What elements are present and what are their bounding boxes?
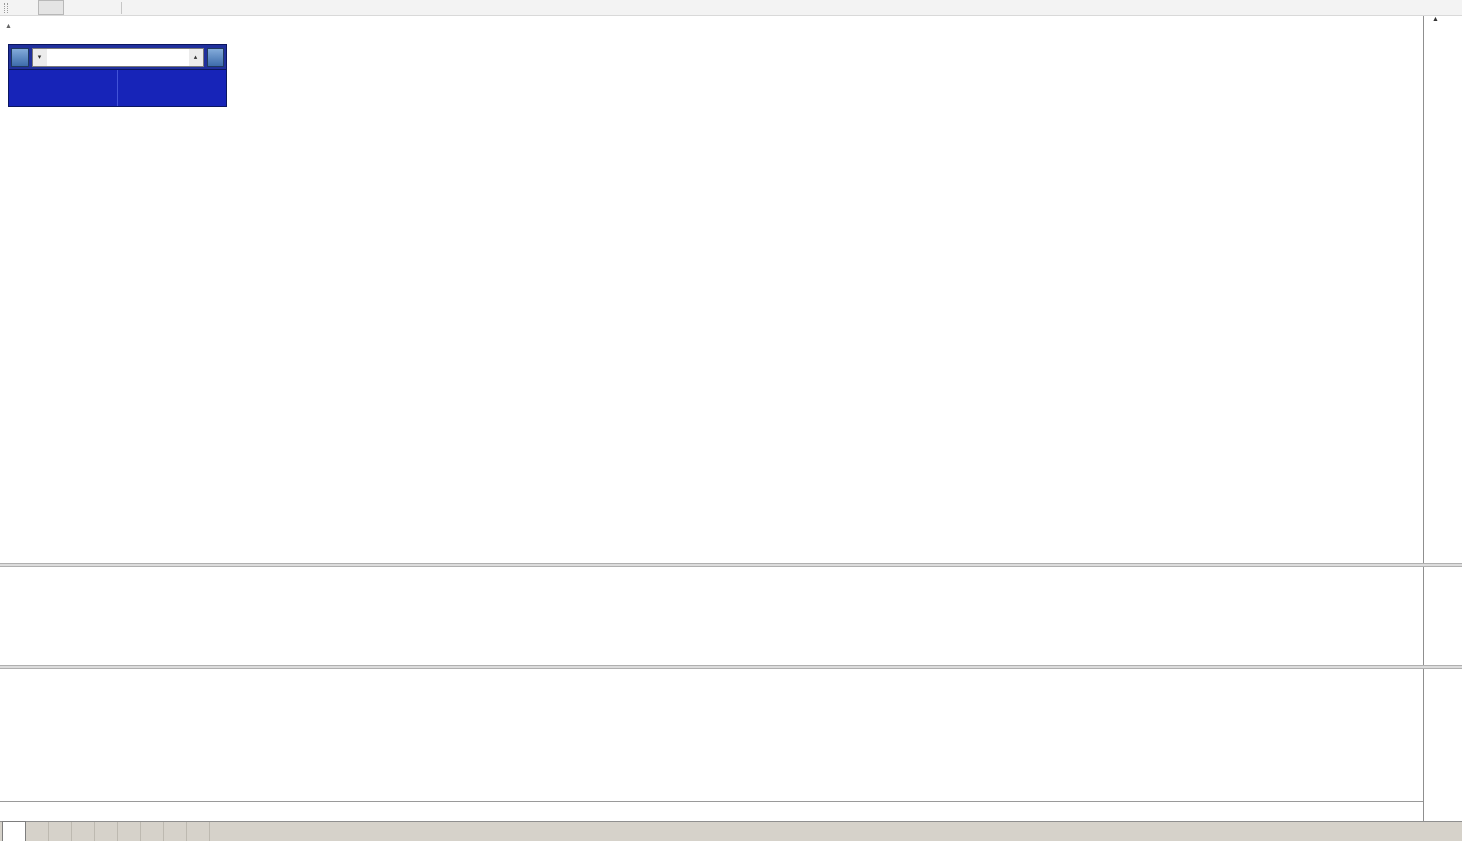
pane-divider[interactable] (0, 563, 1462, 567)
volume-increase-button[interactable]: ▴ (188, 48, 203, 66)
sell-button[interactable] (11, 47, 29, 67)
tab-usdchf-daily[interactable] (49, 822, 72, 841)
macd-pane (0, 567, 1423, 665)
timeframe-h4-button[interactable] (12, 0, 38, 15)
buy-price-display[interactable] (117, 70, 226, 106)
timeframe-mn-button[interactable] (90, 0, 116, 15)
volume-decrease-button[interactable]: ▾ (32, 48, 47, 66)
tab-audusd-daily[interactable] (26, 822, 49, 841)
main-price-pane: ▲ ▾ ▴ (0, 16, 1423, 563)
rsi-canvas[interactable] (0, 669, 1423, 801)
buy-button[interactable] (206, 47, 224, 67)
tab-xauusd-m15[interactable] (141, 822, 164, 841)
tab-gbpusd-h1[interactable] (164, 822, 187, 841)
timeframe-d1-button[interactable] (38, 0, 64, 15)
tab-eurchf-weekly[interactable] (118, 822, 141, 841)
volume-box: ▾ ▴ (31, 47, 204, 67)
trade-panel-collapse-icon[interactable]: ▲ (5, 23, 12, 30)
timeframe-toolbar (0, 0, 1462, 16)
volume-input[interactable] (46, 48, 189, 66)
pane-divider[interactable] (0, 665, 1462, 669)
tab-ukoil-h1[interactable] (187, 822, 210, 841)
price-scale[interactable]: ▲ (1423, 16, 1462, 821)
toolbar-grip[interactable] (4, 2, 8, 13)
toolbar-separator (121, 1, 122, 14)
tab-usdcad-daily[interactable] (72, 822, 95, 841)
chart-tab-bar (0, 821, 1462, 841)
tab-eurusd-daily[interactable] (2, 821, 26, 841)
price-scale-marker-icon: ▲ (1432, 16, 1439, 23)
sell-price-display[interactable] (9, 70, 117, 106)
one-click-trading-panel: ▾ ▴ (8, 44, 227, 107)
ohlc-readout: ▲ (5, 23, 52, 30)
tab-usdcnh-daily[interactable] (95, 822, 118, 841)
rsi-pane (0, 669, 1423, 801)
date-axis[interactable] (0, 801, 1423, 821)
macd-canvas[interactable] (0, 567, 1423, 665)
timeframe-w1-button[interactable] (64, 0, 90, 15)
